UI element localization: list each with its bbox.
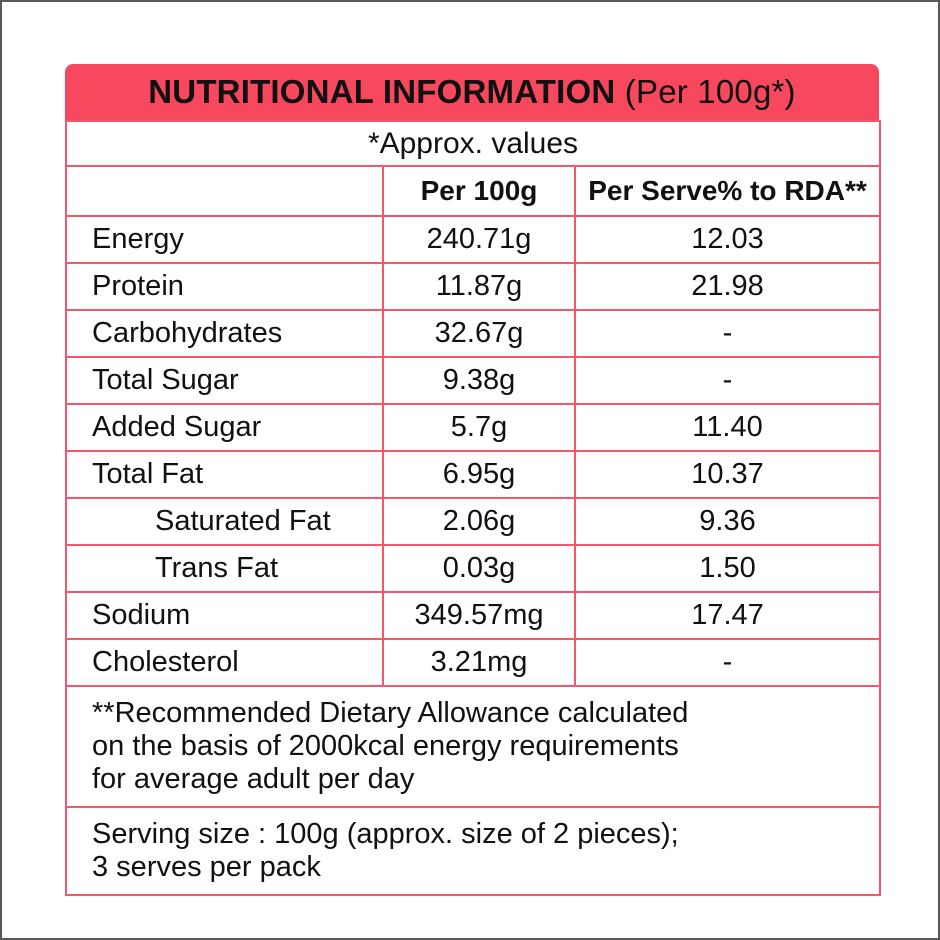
rda-footnote-row: **Recommended Dietary Allowance calculat… [64, 684, 882, 809]
nutrient-label: Added Sugar [65, 403, 384, 452]
table-row-trans-fat: Trans Fat 0.03g 1.50 [65, 544, 882, 593]
per-100g-value: 5.7g [382, 403, 576, 452]
rda-footnote: **Recommended Dietary Allowance calculat… [64, 684, 882, 809]
serving-size-line: 3 serves per pack [92, 851, 321, 884]
rda-value: 21.98 [573, 262, 882, 311]
rda-value: 17.47 [573, 591, 882, 640]
per-100g-value: 240.71g [382, 215, 576, 264]
column-header-row: Per 100g Per Serve% to RDA** [65, 165, 882, 217]
rda-value: 1.50 [573, 544, 882, 593]
rda-footnote-line: for average adult per day [92, 763, 415, 796]
per-100g-value: 349.57mg [382, 591, 576, 640]
table-row-total-sugar: Total Sugar 9.38g - [65, 356, 882, 405]
table-row-carbohydrates: Carbohydrates 32.67g - [65, 309, 882, 358]
rda-footnote-line: on the basis of 2000kcal energy requirem… [92, 730, 679, 763]
serving-size-row: Serving size : 100g (approx. size of 2 p… [64, 806, 882, 897]
table-row-protein: Protein 11.87g 21.98 [65, 262, 882, 311]
table-row-sodium: Sodium 349.57mg 17.47 [65, 591, 882, 640]
per-100g-value: 11.87g [382, 262, 576, 311]
rda-value: 9.36 [573, 497, 882, 546]
nutrient-label: Protein [65, 262, 384, 311]
serving-size-line: Serving size : 100g (approx. size of 2 p… [92, 818, 679, 851]
column-header-per-100g: Per 100g [382, 165, 576, 217]
per-100g-value: 6.95g [382, 450, 576, 499]
per-100g-value: 3.21mg [382, 638, 576, 687]
approx-values-note: *Approx. values [64, 120, 882, 167]
rda-footnote-line: **Recommended Dietary Allowance calculat… [92, 697, 689, 729]
column-header-per-serve-rda: Per Serve% to RDA** [573, 165, 882, 217]
nutrient-label: Carbohydrates [65, 309, 384, 358]
table-row-saturated-fat: Saturated Fat 2.06g 9.36 [65, 497, 882, 546]
per-100g-value: 32.67g [382, 309, 576, 358]
table-row-total-fat: Total Fat 6.95g 10.37 [65, 450, 882, 499]
rda-value: - [573, 638, 882, 687]
table-row-energy: Energy 240.71g 12.03 [65, 215, 882, 264]
table-title: NUTRITIONAL INFORMATION [148, 73, 616, 110]
rda-value: - [573, 309, 882, 358]
table-row-added-sugar: Added Sugar 5.7g 11.40 [65, 403, 882, 452]
serving-size-note: Serving size : 100g (approx. size of 2 p… [64, 806, 882, 897]
nutrient-label: Total Sugar [65, 356, 384, 405]
rda-value: 10.37 [573, 450, 882, 499]
nutrient-label: Cholesterol [65, 638, 384, 687]
rda-value: 11.40 [573, 403, 882, 452]
column-header-nutrient [65, 165, 384, 217]
nutrient-label: Trans Fat [65, 544, 384, 593]
nutrition-label: NUTRITIONAL INFORMATION (Per 100g*) *App… [64, 64, 882, 897]
table-title-bar: NUTRITIONAL INFORMATION (Per 100g*) [65, 64, 879, 120]
rda-value: 12.03 [573, 215, 882, 264]
rda-value: - [573, 356, 882, 405]
nutrient-label: Sodium [65, 591, 384, 640]
nutrient-label: Total Fat [65, 450, 384, 499]
table-row-cholesterol: Cholesterol 3.21mg - [65, 638, 882, 687]
approx-values-row: *Approx. values [64, 120, 882, 167]
per-100g-value: 2.06g [382, 497, 576, 546]
table-title-suffix: (Per 100g*) [615, 73, 796, 110]
nutrient-label: Energy [65, 215, 384, 264]
per-100g-value: 0.03g [382, 544, 576, 593]
nutrient-label: Saturated Fat [65, 497, 384, 546]
nutrition-table: *Approx. values Per 100g Per Serve% to R… [64, 120, 882, 897]
per-100g-value: 9.38g [382, 356, 576, 405]
